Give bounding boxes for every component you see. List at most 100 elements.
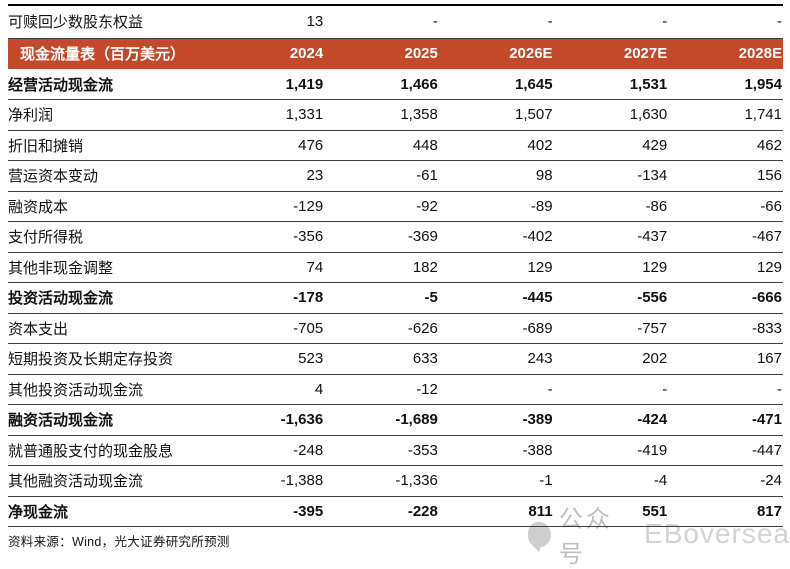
- table-row: 其他融资活动现金流 -1,388 -1,336 -1 -4 -24: [8, 465, 783, 497]
- cell-value: 129: [668, 252, 783, 283]
- cell-value: -833: [668, 313, 783, 344]
- cell-value: -1,636: [209, 404, 325, 436]
- cell-value: -1,336: [324, 465, 439, 497]
- cell-value: 243: [438, 343, 554, 375]
- cell-value: 1,419: [209, 69, 325, 100]
- cell-value: -757: [553, 313, 669, 344]
- row-label: 就普通股支付的现金股息: [8, 435, 210, 466]
- cell-value: 1,741: [668, 99, 783, 131]
- cell-value: -666: [668, 282, 783, 314]
- cell-value: -419: [553, 435, 669, 466]
- cell-value: 74: [209, 252, 325, 283]
- cell-value: -178: [209, 282, 325, 314]
- cell-value: 1,954: [668, 69, 783, 100]
- row-label: 营运资本变动: [8, 160, 210, 192]
- table-row: 折旧和摊销 476 448 402 429 462: [8, 130, 783, 161]
- column-header: 2025: [404, 45, 438, 63]
- cell-value: -1,689: [324, 404, 439, 436]
- cell-value: -228: [324, 496, 439, 527]
- cell-value: -: [438, 374, 554, 405]
- cell-value: -389: [438, 404, 554, 436]
- cashflow-table: 可赎回少数股东权益 13- - - - 现金流量表（百万美元） 2024 2025 202…: [8, 4, 783, 527]
- table-row: 投资活动现金流 -178 -5 -445 -556 -666: [8, 282, 783, 314]
- row-label: 短期投资及长期定存投资: [8, 343, 210, 375]
- cell-value: -24: [668, 465, 783, 497]
- cell-value: -467: [668, 221, 783, 253]
- table-row: 净现金流 -395 -228 811 551 817: [8, 496, 783, 527]
- cell-value: 476: [209, 130, 325, 161]
- table-row: 其他非现金调整 74 182 129 129 129: [8, 252, 783, 283]
- cell-value: 1,331: [209, 99, 325, 131]
- cell-value: 523: [209, 343, 325, 375]
- cell-value: -689: [438, 313, 554, 344]
- table-row: 短期投资及长期定存投资 523 633 243 202 167: [8, 343, 783, 375]
- table-row: 净利润 1,331 1,358 1,507 1,630 1,741: [8, 99, 783, 131]
- cell-value: -395: [209, 496, 325, 527]
- table-title: 现金流量表（百万美元）: [20, 46, 186, 64]
- cell-value: -402: [438, 221, 554, 253]
- cell-value: -: [553, 374, 669, 405]
- cell-value: -1,388: [209, 465, 325, 497]
- cell-value: -86: [553, 191, 669, 222]
- table-row: 营运资本变动 23 -61 98 -134 156: [8, 160, 783, 192]
- cell-value: -: [438, 5, 554, 39]
- row-label: 其他非现金调整: [8, 252, 210, 283]
- cell-value: -12: [324, 374, 439, 405]
- cell-value: -129: [209, 191, 325, 222]
- table-row: 资本支出 -705 -626 -689 -757 -833: [8, 313, 783, 344]
- cell-value: 1,630: [553, 99, 669, 131]
- row-label: 融资活动现金流: [8, 404, 210, 436]
- row-label: 经营活动现金流: [8, 69, 210, 100]
- table-row: 其他投资活动现金流 4 -12- - -: [8, 374, 783, 405]
- column-header: 2026E: [509, 45, 553, 63]
- cell-value: -1: [438, 465, 554, 497]
- cell-value: 448: [324, 130, 439, 161]
- cell-value: -356: [209, 221, 325, 253]
- cell-value: -369: [324, 221, 439, 253]
- cell-value: 1,507: [438, 99, 554, 131]
- pre-table-row: 可赎回少数股东权益 13- - - -: [8, 5, 783, 39]
- column-header: 2024: [289, 45, 324, 63]
- cell-value: -: [668, 374, 783, 405]
- cashflow-table-container: 可赎回少数股东权益 13- - - - 现金流量表（百万美元） 2024 2025 202…: [8, 4, 783, 550]
- row-label: 融资成本: [8, 191, 210, 222]
- row-label: 资本支出: [8, 313, 210, 344]
- cell-value: -92: [324, 191, 439, 222]
- cell-value: 1,645: [438, 69, 554, 100]
- cell-value: -66: [668, 191, 783, 222]
- cell-value: -626: [324, 313, 439, 344]
- cell-value: -471: [668, 404, 783, 436]
- cell-value: -: [553, 5, 669, 39]
- table-row: 融资活动现金流 -1,636 -1,689 -389 -424 -471: [8, 404, 783, 436]
- report-page: 公众号 EBoversea 可赎回少数股东权益 13- - - - 现金流量表（百万美…: [8, 4, 790, 568]
- cell-value: 129: [438, 252, 554, 283]
- cell-value: -134: [553, 160, 669, 192]
- cell-value: 1,466: [324, 69, 439, 100]
- row-label: 投资活动现金流: [8, 282, 210, 314]
- cell-value: -447: [668, 435, 783, 466]
- cell-value: 1,531: [553, 69, 669, 100]
- cell-value: 402: [438, 130, 554, 161]
- row-label: 支付所得税: [8, 221, 210, 253]
- column-header: 2028E: [738, 45, 782, 63]
- cell-value: -4: [553, 465, 669, 497]
- table-header-row: 现金流量表（百万美元） 2024 2025 2026E 2027E 2028E: [8, 38, 783, 69]
- table-row: 融资成本 -129 -92 -89 -86 -66: [8, 191, 783, 222]
- cell-value: -556: [553, 282, 669, 314]
- cell-value: 182: [324, 252, 439, 283]
- source-note: 资料来源：Wind，光大证券研究所预测: [8, 535, 230, 549]
- cell-value: -445: [438, 282, 554, 314]
- table-row: 经营活动现金流 1,419 1,466 1,645 1,531 1,954: [8, 69, 783, 100]
- column-header: 2027E: [623, 45, 668, 63]
- cell-value: 23: [209, 160, 325, 192]
- cell-value: -61: [324, 160, 439, 192]
- cell-value: 551: [553, 496, 669, 527]
- cell-value: 13: [209, 5, 325, 39]
- cell-value: 156: [668, 160, 783, 192]
- table-row: 支付所得税 -356 -369 -402 -437 -467: [8, 221, 783, 253]
- row-label: 其他融资活动现金流: [8, 465, 210, 497]
- cell-value: -: [324, 5, 439, 39]
- row-label: 可赎回少数股东权益: [8, 5, 210, 39]
- cashflow-table-body: 经营活动现金流 1,419 1,466 1,645 1,531 1,954 净利润 1,331…: [8, 69, 783, 527]
- cell-value: -5: [324, 282, 439, 314]
